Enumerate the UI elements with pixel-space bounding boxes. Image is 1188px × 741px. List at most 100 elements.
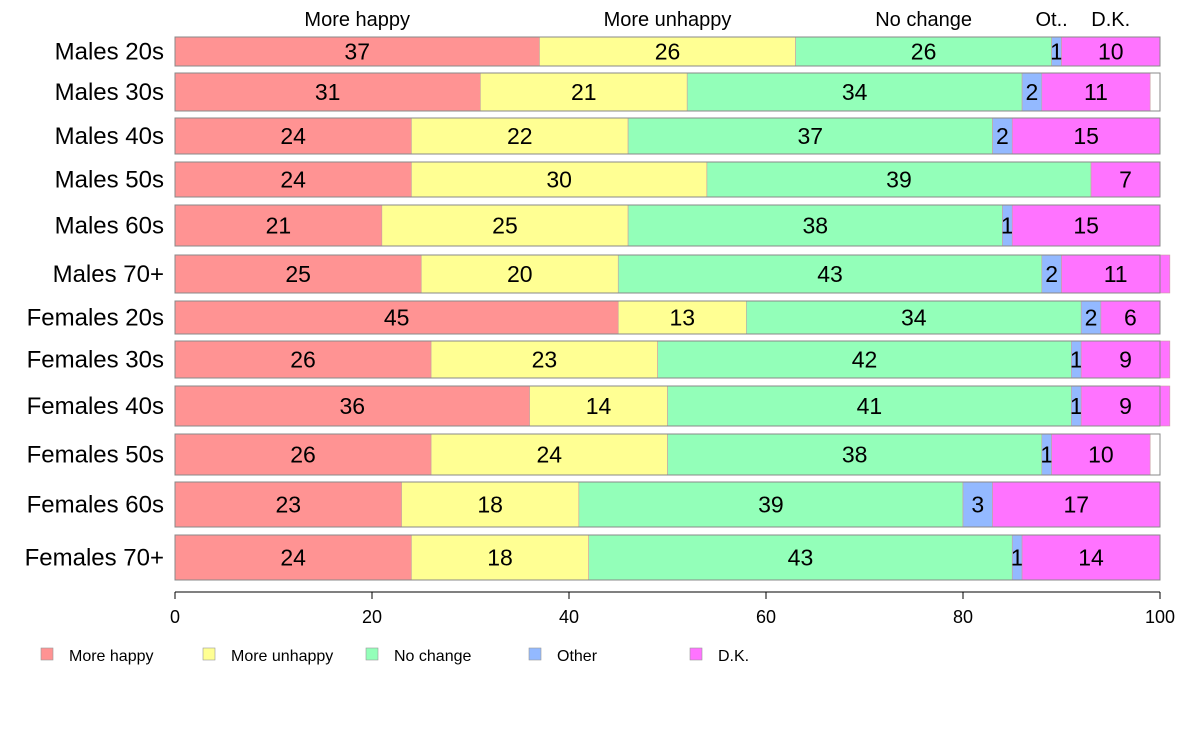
category-label: Females 40s — [27, 393, 164, 420]
data-label: 1 — [1001, 213, 1014, 239]
data-label: 1 — [1040, 442, 1053, 468]
bar-segment — [992, 481, 1161, 528]
bar-segment — [174, 481, 402, 528]
data-label: 21 — [266, 213, 292, 239]
data-label: 34 — [842, 79, 868, 105]
column-header: D.K. — [1091, 9, 1130, 31]
data-label: 34 — [901, 305, 927, 331]
bar-segment — [1011, 117, 1161, 155]
bar-segment — [174, 385, 530, 427]
data-label: 20 — [507, 261, 533, 287]
data-label: 25 — [285, 261, 311, 287]
data-label: 1 — [1070, 393, 1083, 419]
category-label: Males 60s — [55, 213, 164, 240]
category-label: Males 40s — [55, 123, 164, 150]
bar-segment — [174, 340, 432, 379]
category-label: Males 20s — [55, 39, 164, 66]
data-label: 3 — [971, 492, 984, 518]
data-label: 1 — [1011, 545, 1024, 571]
data-label: 10 — [1098, 39, 1124, 65]
data-label: 6 — [1124, 305, 1137, 331]
bar-segment — [174, 300, 619, 335]
column-header: More happy — [304, 9, 410, 31]
data-label: 9 — [1119, 347, 1132, 373]
bar-segment — [411, 161, 708, 198]
data-label: 23 — [275, 492, 301, 518]
legend-swatch — [689, 647, 703, 661]
data-label: 18 — [477, 492, 503, 518]
bar-outline — [174, 161, 1161, 198]
data-label: 2 — [1026, 79, 1039, 105]
bar-segment — [174, 254, 422, 294]
bar-segment — [420, 254, 619, 294]
bar-outline — [174, 204, 1161, 247]
bar-segment — [174, 534, 412, 581]
data-label: 11 — [1084, 79, 1108, 105]
legend-swatch — [40, 647, 54, 661]
data-label: 43 — [788, 545, 814, 571]
data-label: 22 — [507, 123, 533, 149]
bar-segment — [1090, 161, 1161, 198]
bar-segment — [745, 300, 1082, 335]
category-label: Females 70+ — [25, 545, 164, 572]
data-label: 2 — [1045, 261, 1058, 287]
bar-segment — [1080, 385, 1171, 427]
data-label: 39 — [758, 492, 784, 518]
bar-segment — [411, 534, 589, 581]
data-label: 39 — [886, 167, 912, 193]
data-label: 37 — [798, 123, 824, 149]
column-header: Ot.. — [1035, 9, 1067, 31]
bar-outline — [174, 340, 1161, 379]
data-label: 1 — [1050, 39, 1063, 65]
data-label: 11 — [1104, 261, 1128, 287]
bar-outline — [174, 534, 1161, 581]
data-label: 23 — [532, 347, 558, 373]
column-header: No change — [875, 9, 972, 31]
bar-segment — [1021, 534, 1161, 581]
data-label: 15 — [1073, 213, 1099, 239]
data-label: 26 — [911, 39, 937, 65]
bar-outline — [174, 481, 1161, 528]
data-label: 15 — [1073, 123, 1099, 149]
data-label: 26 — [290, 442, 316, 468]
data-label: 25 — [492, 213, 518, 239]
bar-segment — [1100, 300, 1161, 335]
data-label: 2 — [996, 123, 1009, 149]
legend-swatch — [365, 647, 379, 661]
bar-segment — [1041, 72, 1151, 112]
data-label: 14 — [1078, 545, 1104, 571]
data-label: 2 — [1085, 305, 1098, 331]
bar-segment — [430, 340, 658, 379]
data-label: 7 — [1119, 167, 1132, 193]
category-label: Females 30s — [27, 347, 164, 374]
bar-segment — [667, 385, 1072, 427]
x-tick-label: 100 — [1145, 607, 1175, 627]
data-label: 9 — [1119, 393, 1132, 419]
data-label: 18 — [487, 545, 513, 571]
bar-segment — [174, 161, 412, 198]
bar-segment — [174, 117, 412, 155]
data-label: 45 — [384, 305, 410, 331]
data-label: 24 — [280, 545, 306, 571]
bar-segment — [381, 204, 629, 247]
data-label: 38 — [802, 213, 828, 239]
x-tick-label: 0 — [170, 607, 180, 627]
bar-segment — [627, 117, 993, 155]
data-label: 17 — [1063, 492, 1089, 518]
legend-label: More happy — [69, 648, 154, 665]
x-tick-label: 40 — [559, 607, 579, 627]
data-label: 24 — [280, 123, 306, 149]
data-label: 10 — [1088, 442, 1114, 468]
legend-swatch — [528, 647, 542, 661]
bar-segment — [578, 481, 964, 528]
data-label: 41 — [857, 393, 883, 419]
data-label: 42 — [852, 347, 878, 373]
legend-label: Other — [557, 648, 598, 665]
data-label: 38 — [842, 442, 868, 468]
category-label: Females 50s — [27, 442, 164, 469]
data-label: 31 — [315, 79, 341, 105]
data-label: 21 — [571, 79, 597, 105]
bar-outline — [174, 300, 1161, 335]
